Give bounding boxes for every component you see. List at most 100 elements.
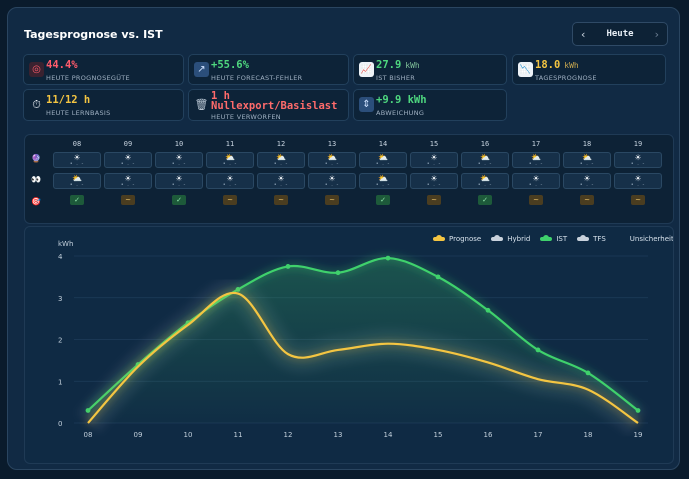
forecast-weather-cell[interactable]: ⛅ • . - [512, 152, 560, 168]
legend-item-prognose[interactable]: Prognose [433, 235, 481, 243]
chart-up-icon: 📈 [359, 62, 374, 77]
observed-weather-cell[interactable]: ☀ • . - [206, 173, 254, 189]
forecast-weather-cell[interactable]: ⛅ • . - [257, 152, 305, 168]
observed-weather-cell[interactable]: ☀ • . - [155, 173, 203, 189]
weather-detail: • . - [477, 161, 493, 167]
updown-arrow-icon: ⇕ [359, 97, 374, 112]
date-navigator: ‹ Heute › [572, 22, 668, 46]
match-approx-badge: ~ [223, 195, 237, 205]
observed-weather-cell[interactable]: ⛅ • . - [461, 173, 509, 189]
series-line-prognose [87, 291, 639, 424]
observed-weather-cell[interactable]: ☀ • . - [614, 173, 662, 189]
observed-weather-cell[interactable]: ☀ • . - [308, 173, 356, 189]
ist-point [485, 307, 491, 313]
match-approx-badge: ~ [274, 195, 288, 205]
kpi-value: 18.0 kWh [535, 59, 579, 71]
hour-label: 09 [123, 140, 133, 148]
sun-icon: ☀ [277, 174, 285, 183]
observed-weather-cell[interactable]: ☀ • . - [512, 173, 560, 189]
prev-day-button[interactable]: ‹ [581, 28, 586, 41]
weather-detail: • . - [579, 182, 595, 188]
x-tick-label: 08 [84, 431, 93, 439]
kpi-forecast-fehler: ↗ +55.6% HEUTE FORECAST-FEHLER [188, 54, 349, 85]
kpi-unit: kWh [564, 61, 579, 70]
kpi-label: HEUTE VERWORFEN [211, 113, 281, 121]
weather-detail: • . - [426, 161, 442, 167]
weather-detail: • . - [477, 182, 493, 188]
forecast-weather-cell[interactable]: ⛅ • . - [461, 152, 509, 168]
kpi-value: 44.4% [46, 59, 78, 71]
observed-weather-cell[interactable]: ☀ • . - [257, 173, 305, 189]
forecast-weather-cell[interactable]: ☀ • . - [104, 152, 152, 168]
forecast-weather-cell[interactable]: ☀ • . - [614, 152, 662, 168]
forecast-weather-cell[interactable]: ⛅ • . - [359, 152, 407, 168]
kpi-ist-bisher: 📈 27.9 kWh IST BISHER [353, 54, 507, 85]
x-tick-label: 15 [434, 431, 443, 439]
trash-icon: 🗑 [194, 98, 209, 111]
hour-label: 15 [429, 140, 439, 148]
observed-weather-cell[interactable]: ⛅ • . - [53, 173, 101, 189]
legend-swatch [540, 235, 553, 241]
partly-cloudy-icon: ⛅ [225, 153, 235, 162]
legend-item-tfs[interactable]: TFS [577, 235, 606, 243]
y-tick-label: 2 [58, 337, 62, 345]
forecast-weather-cell[interactable]: ☀ • . - [410, 152, 458, 168]
legend-item-ist[interactable]: IST [540, 235, 567, 243]
x-tick-label: 11 [234, 431, 243, 439]
observed-weather-cell[interactable]: ☀ • . - [104, 173, 152, 189]
weather-detail: • . - [273, 182, 289, 188]
weather-detail: • . - [120, 182, 136, 188]
hour-label: 13 [327, 140, 337, 148]
match-approx-badge: ~ [580, 195, 594, 205]
weather-detail: • . - [324, 182, 340, 188]
kpi-number: 27.9 [376, 59, 402, 71]
forecast-weather-cell[interactable]: ⛅ • . - [563, 152, 611, 168]
y-tick-label: 0 [58, 420, 62, 428]
observed-weather-cell[interactable]: ☀ • . - [410, 173, 458, 189]
forecast-weather-cell[interactable]: ☀ • . - [155, 152, 203, 168]
sun-icon: ☀ [73, 153, 81, 162]
ist-point [435, 274, 441, 280]
weather-detail: • . - [120, 161, 136, 167]
next-day-button[interactable]: › [654, 28, 659, 41]
ist-point [285, 264, 291, 269]
y-axis-label: kWh [58, 240, 73, 248]
observed-weather-cell[interactable]: ☀ • . - [563, 173, 611, 189]
y-tick-label: 1 [58, 378, 62, 386]
legend-swatch [577, 235, 590, 241]
legend-label: Hybrid [507, 235, 531, 243]
weather-detail: • . - [528, 182, 544, 188]
kpi-lernbasis: ⏱ 11/12 h HEUTE LERNBASIS [23, 89, 184, 121]
sun-icon: ☀ [175, 153, 183, 162]
ist-point [85, 408, 91, 413]
sun-icon: ☀ [226, 174, 234, 183]
hour-label: 12 [276, 140, 286, 148]
x-tick-label: 16 [484, 431, 493, 439]
sun-icon: ☀ [583, 174, 591, 183]
x-tick-label: 10 [184, 431, 193, 439]
date-label[interactable]: Heute [606, 29, 634, 39]
kpi-label: ABWEICHUNG [376, 109, 425, 117]
kpi-unit: kWh [405, 61, 420, 70]
x-tick-label: 12 [284, 431, 293, 439]
legend-item-unsicherheit[interactable]: Unsicherheit [629, 235, 674, 243]
match-approx-badge: ~ [121, 195, 135, 205]
forecast-weather-cell[interactable]: ⛅ • . - [308, 152, 356, 168]
kpi-tagesprognose: 📉 18.0 kWh TAGESPROGNOSE [512, 54, 666, 85]
observed-weather-cell[interactable]: ⛅ • . - [359, 173, 407, 189]
match-check-badge: ✓ [376, 195, 390, 205]
partly-cloudy-icon: ⛅ [276, 153, 286, 162]
match-approx-badge: ~ [631, 195, 645, 205]
partly-cloudy-icon: ⛅ [480, 174, 490, 183]
x-tick-label: 18 [584, 431, 593, 439]
x-tick-label: 19 [634, 431, 643, 439]
legend-swatch [433, 235, 445, 241]
forecast-weather-cell[interactable]: ⛅ • . - [206, 152, 254, 168]
legend-item-hybrid[interactable]: Hybrid [491, 235, 530, 243]
kpi-value: +9.9 kWh [376, 94, 427, 106]
weather-detail: • . - [171, 161, 187, 167]
forecast-weather-cell[interactable]: ☀ • . - [53, 152, 101, 168]
ist-point [535, 347, 541, 353]
x-tick-label: 13 [334, 431, 343, 439]
